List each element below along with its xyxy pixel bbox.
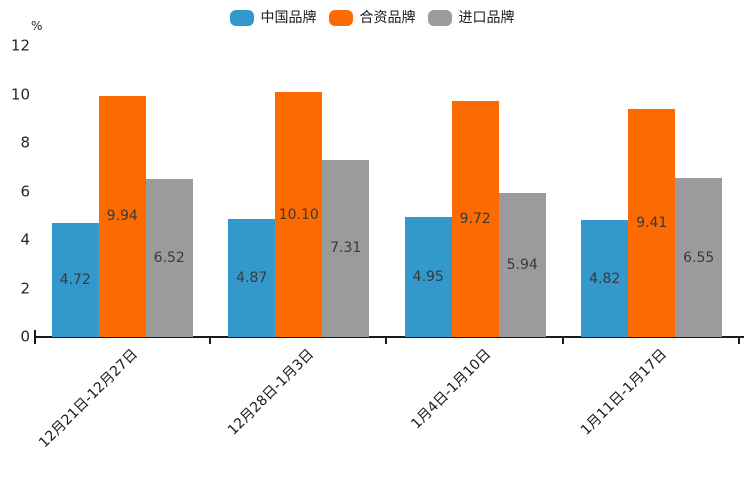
bar-中国品牌-3[interactable]: 4.82 (581, 220, 629, 337)
x-category-label: 1月4日-1月10日 (407, 346, 494, 433)
bar-合资品牌-0[interactable]: 9.94 (98, 95, 146, 337)
legend-item-1[interactable]: 合资品牌 (328, 10, 416, 26)
legend-item-label: 中国品牌 (260, 10, 317, 26)
bar-value-label: 7.31 (330, 240, 362, 257)
y-tick-label: 10 (10, 85, 30, 103)
y-tick-label: 8 (20, 133, 30, 152)
bar-value-label: 4.82 (589, 270, 621, 287)
bar-合资品牌-2[interactable]: 9.72 (451, 101, 499, 337)
bar-value-label: 4.87 (236, 269, 268, 286)
legend: 中国品牌 合资品牌 进口品牌 (0, 10, 744, 26)
y-tick-label: 12 (10, 36, 30, 55)
legend-item-2[interactable]: 进口品牌 (427, 10, 515, 26)
x-category-label: 1月11日-1月17日 (578, 346, 671, 439)
bar-进口品牌-2[interactable]: 5.94 (498, 192, 546, 337)
y-tick-label: 6 (20, 182, 30, 200)
legend-item-label: 进口品牌 (458, 10, 515, 26)
bar-进口品牌-3[interactable]: 6.55 (675, 178, 723, 337)
bar-value-label: 9.41 (636, 214, 668, 231)
x-axis-tick (561, 338, 564, 344)
legend-swatch-icon (427, 10, 452, 26)
y-tick-label: 4 (20, 230, 30, 249)
bar-value-label: 6.52 (153, 249, 185, 266)
bar-value-label: 9.72 (459, 211, 491, 228)
bar-中国品牌-1[interactable]: 4.87 (228, 218, 276, 337)
bar-value-label: 4.95 (412, 268, 444, 285)
bar-value-label: 5.94 (506, 256, 538, 273)
bar-value-label: 6.55 (683, 249, 715, 266)
legend-item-label: 合资品牌 (359, 10, 416, 26)
bar-进口品牌-1[interactable]: 7.31 (322, 159, 370, 337)
x-category-label: 12月21日-12月27日 (35, 346, 141, 452)
x-axis-tick (34, 338, 36, 344)
bar-value-label: 4.72 (59, 271, 91, 288)
origin-tick (34, 330, 36, 336)
bar-中国品牌-0[interactable]: 4.72 (51, 222, 99, 337)
legend-item-0[interactable]: 中国品牌 (229, 10, 317, 26)
bar-中国品牌-2[interactable]: 4.95 (404, 216, 452, 337)
bar-进口品牌-0[interactable]: 6.52 (145, 178, 193, 337)
x-axis-tick (738, 338, 740, 344)
x-category-label: 12月28日-1月3日 (225, 346, 318, 439)
x-axis-tick (385, 338, 387, 344)
y-axis-unit-label: % (31, 19, 43, 33)
y-tick-label: 2 (20, 279, 30, 297)
legend-swatch-icon (229, 10, 254, 26)
bar-合资品牌-3[interactable]: 9.41 (628, 108, 676, 337)
x-axis-tick (208, 338, 211, 344)
x-axis-line (34, 336, 744, 338)
bar-合资品牌-1[interactable]: 10.10 (275, 92, 323, 337)
legend-swatch-icon (328, 10, 353, 26)
y-tick-label: 0 (20, 327, 30, 346)
bar-value-label: 9.94 (106, 208, 138, 225)
bar-value-label: 10.10 (278, 206, 319, 223)
